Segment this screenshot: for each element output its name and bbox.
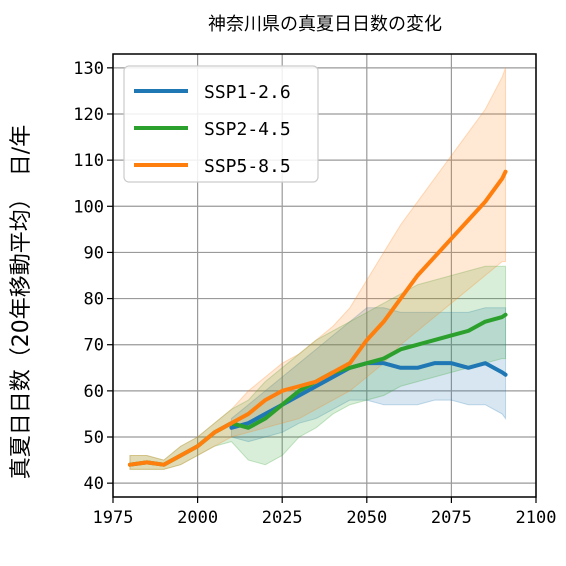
y-tick-label: 70 (84, 336, 104, 356)
band-ssp2-4-5 (129, 265, 507, 470)
series-lines (127, 169, 508, 467)
y-tick-label: 50 (84, 428, 104, 448)
y-tick-label: 40 (84, 474, 104, 494)
y-tick-label: 130 (73, 59, 104, 79)
x-tick-label: 2050 (346, 508, 387, 528)
line-ssp5-8-5 (127, 169, 508, 467)
y-tick-label: 100 (73, 197, 104, 217)
legend-label: SSP5-8.5 (204, 156, 291, 177)
y-tick-label: 90 (84, 243, 104, 263)
x-tick-label: 2075 (431, 508, 472, 528)
plot-frame (112, 53, 537, 498)
x-tick-label: 2000 (177, 508, 218, 528)
legend-label: SSP1-2.6 (204, 82, 291, 103)
chart-title: 神奈川県の真夏日日数の変化 (208, 14, 442, 35)
x-tick-label: 1975 (93, 508, 134, 528)
legend: SSP1-2.6 SSP2-4.5 SSP5-8.5 (123, 65, 319, 183)
y-axis-label: 真夏日日数（20年移動平均） 日/年 (9, 125, 34, 479)
legend-label: SSP2-4.5 (204, 119, 291, 140)
x-tick-label: 2100 (516, 508, 557, 528)
y-tick-label: 80 (84, 290, 104, 310)
axis-ticks: 1975 2000 2025 2050 2075 2100 40 50 60 70 80 90 100 1… (73, 59, 556, 528)
y-tick-label: 110 (73, 151, 104, 171)
band-ssp5-8-5 (129, 67, 507, 470)
y-tick-label: 60 (84, 382, 104, 402)
x-tick-label: 2025 (262, 508, 303, 528)
y-tick-label: 120 (73, 105, 104, 125)
legend-box (123, 65, 319, 183)
